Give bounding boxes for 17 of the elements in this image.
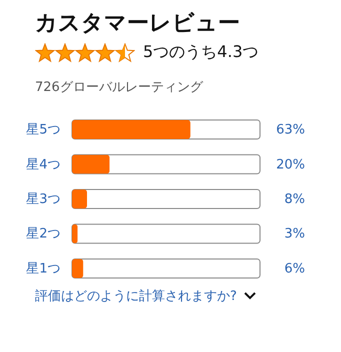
y-tick-label: 星5つ <box>26 122 60 138</box>
y-tick-label: 星1つ <box>26 261 60 276</box>
text: 評価はどのように計算されますか? <box>35 288 237 305</box>
bar <box>72 258 84 278</box>
bar <box>72 154 110 174</box>
bar <box>72 189 88 209</box>
data-label: 8% <box>284 192 305 207</box>
y-tick-label: 星4つ <box>26 157 60 172</box>
data-label: 6% <box>284 261 305 276</box>
chart-title: カスタマーレビュー <box>35 10 240 38</box>
y-tick-label: 星2つ <box>26 226 60 242</box>
chart-subtitle: 726グローバルレーティング <box>35 79 203 96</box>
data-label: 20% <box>276 157 305 172</box>
data-label: 3% <box>284 226 305 242</box>
y-tick-label: 星3つ <box>26 192 60 207</box>
text: 5つのうち4.3つ <box>143 42 259 63</box>
data-label: 63% <box>276 122 305 138</box>
